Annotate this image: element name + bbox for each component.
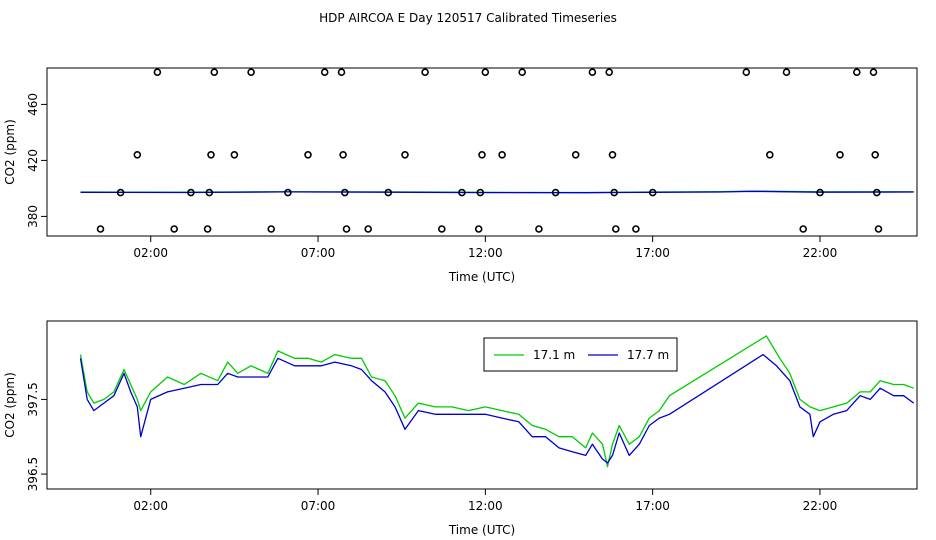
data-point-marker (337, 68, 346, 76)
data-point-marker (187, 188, 195, 197)
y-tick-label: 460 (26, 93, 40, 116)
bottom-y-axis: 396.5 397.5 (26, 382, 47, 491)
y-tick-label: 396.5 (26, 457, 40, 491)
data-point-marker (421, 68, 429, 76)
data-point-marker (133, 151, 142, 159)
bottom-x-axis: 02:00 07:00 12:00 17:00 22:00 (133, 489, 837, 513)
data-point-marker (437, 225, 446, 233)
data-point-marker (320, 68, 329, 76)
data-point-marker (605, 68, 614, 76)
data-point-marker (871, 151, 880, 159)
data-point-marker (284, 188, 292, 197)
data-point-marker (153, 68, 162, 76)
data-point-marker (481, 68, 490, 76)
data-point-marker (765, 151, 774, 159)
figure-title: HDP AIRCOA E Day 120517 Calibrated Times… (319, 11, 617, 25)
data-point-marker (632, 225, 640, 233)
top-x-axis: 02:00 07:00 12:00 17:00 22:00 (133, 236, 837, 260)
bottom-plot-frame (46, 320, 918, 490)
x-tick-label: 07:00 (301, 246, 336, 260)
data-point-marker (210, 68, 219, 76)
data-point-marker (518, 68, 527, 76)
data-point-marker (247, 68, 255, 76)
data-point-marker (342, 225, 351, 233)
x-tick-label: 22:00 (803, 499, 838, 513)
data-point-marker (648, 188, 657, 197)
data-point-marker (782, 68, 791, 76)
data-point-marker (205, 188, 214, 197)
data-point-marker (304, 151, 312, 159)
data-point-marker (401, 151, 409, 159)
top-markers (96, 68, 883, 233)
data-point-marker (869, 68, 878, 76)
data-point-marker (836, 151, 844, 159)
data-point-marker (498, 151, 506, 159)
data-point-marker (874, 225, 883, 233)
data-point-marker (203, 225, 212, 233)
data-point-marker (588, 68, 597, 76)
data-point-marker (339, 151, 347, 159)
series-line-green (79, 335, 914, 468)
bottom-y-axis-label: CO2 (ppm) (3, 372, 17, 438)
bottom-series-lines (79, 335, 915, 468)
data-point-marker (364, 225, 373, 233)
data-point-marker (852, 68, 861, 76)
data-point-marker (535, 225, 543, 233)
x-tick-label: 12:00 (468, 499, 503, 513)
data-point-marker (571, 151, 580, 159)
y-tick-label: 397.5 (26, 382, 40, 416)
legend: 17.1 m 17.7 m (483, 337, 678, 372)
data-point-marker (611, 225, 620, 233)
y-tick-label: 380 (26, 205, 40, 228)
data-point-marker (116, 188, 125, 197)
data-point-marker (476, 188, 485, 197)
x-tick-label: 07:00 (301, 499, 336, 513)
data-point-marker (96, 225, 105, 233)
series-line-blue (80, 190, 914, 194)
data-point-marker (551, 188, 560, 197)
bottom-x-axis-label: Time (UTC) (448, 523, 515, 537)
data-point-marker (608, 151, 617, 159)
data-point-marker (230, 151, 239, 159)
data-point-marker (458, 188, 466, 197)
x-tick-label: 22:00 (803, 246, 838, 260)
top-y-axis-label: CO2 (ppm) (3, 119, 17, 185)
data-point-marker (474, 225, 483, 233)
legend-label-17-7m: 17.7 m (627, 348, 669, 362)
data-point-marker (340, 188, 349, 197)
data-point-marker (207, 151, 215, 159)
top-plot-frame (46, 67, 918, 237)
data-point-marker (384, 188, 393, 197)
data-point-marker (478, 151, 486, 159)
y-tick-label: 420 (26, 149, 40, 172)
top-series-lines (80, 190, 914, 194)
data-point-marker (872, 188, 881, 197)
top-y-axis: 380 420 460 (26, 93, 47, 228)
x-tick-label: 02:00 (133, 246, 168, 260)
series-line-blue (79, 353, 915, 464)
data-point-marker (742, 68, 751, 76)
top-panel: 02:00 07:00 12:00 17:00 22:00 380 420 460 Time… (3, 67, 918, 284)
x-tick-label: 02:00 (133, 499, 168, 513)
data-point-marker (799, 225, 808, 233)
data-point-marker (170, 225, 178, 233)
data-point-marker (610, 188, 619, 197)
bottom-panel: 02:00 07:00 12:00 17:00 22:00 396.5 397.5 Tim… (3, 320, 918, 537)
legend-label-17-1m: 17.1 m (533, 348, 575, 362)
data-point-marker (816, 188, 824, 197)
data-point-marker (267, 225, 276, 233)
top-x-axis-label: Time (UTC) (448, 270, 515, 284)
x-tick-label: 12:00 (468, 246, 503, 260)
x-tick-label: 17:00 (635, 246, 670, 260)
x-tick-label: 17:00 (635, 499, 670, 513)
